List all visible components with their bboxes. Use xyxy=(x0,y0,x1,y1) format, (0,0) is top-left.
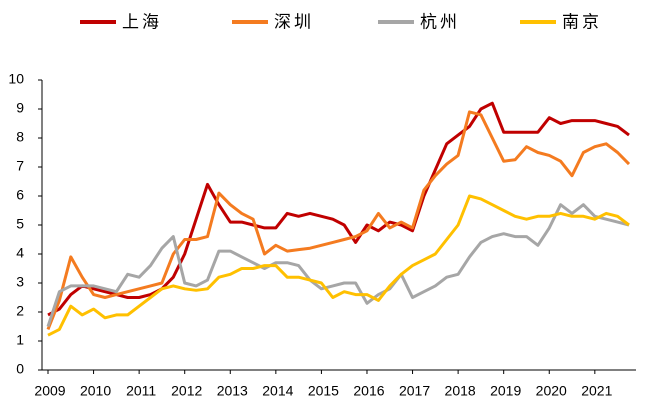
series-line xyxy=(46,110,631,330)
x-tick-label: 2019 xyxy=(490,383,521,399)
x-tick-label: 2012 xyxy=(171,383,202,399)
series-line xyxy=(47,101,630,317)
y-tick-label: 8 xyxy=(16,129,24,145)
x-tick-label: 2021 xyxy=(581,383,612,399)
y-tick-label: 2 xyxy=(16,303,24,319)
x-tick-label: 2016 xyxy=(353,383,384,399)
x-tick-label: 2013 xyxy=(217,383,248,399)
legend-label: 杭州 xyxy=(420,12,460,31)
y-tick-label: 3 xyxy=(16,274,24,290)
y-tick-label: 1 xyxy=(16,332,24,348)
y-tick-label: 0 xyxy=(16,361,24,377)
legend: 上海 深圳 杭州 南京 xyxy=(80,12,602,31)
y-tick-label: 6 xyxy=(16,187,24,203)
legend-label: 南京 xyxy=(562,12,602,31)
series-line xyxy=(46,203,630,327)
legend-label: 上海 xyxy=(122,12,162,31)
x-tick-label: 2011 xyxy=(126,383,156,399)
y-tick-label: 10 xyxy=(8,71,24,87)
x-tick-label: 2009 xyxy=(34,383,65,399)
y-tick-label: 4 xyxy=(16,245,24,261)
y-tick-label: 9 xyxy=(16,100,24,116)
series-line xyxy=(47,194,630,337)
x-tick-label: 2010 xyxy=(80,383,111,399)
legend-label: 深圳 xyxy=(274,12,314,31)
x-tick-label: 2015 xyxy=(308,383,339,399)
x-tick-label: 2018 xyxy=(445,383,476,399)
x-tick-label: 2017 xyxy=(399,383,430,399)
y-tick-label: 7 xyxy=(16,158,24,174)
x-tick-label: 2020 xyxy=(536,383,567,399)
y-tick-label: 5 xyxy=(16,216,24,232)
x-tick-label: 2014 xyxy=(262,383,293,399)
